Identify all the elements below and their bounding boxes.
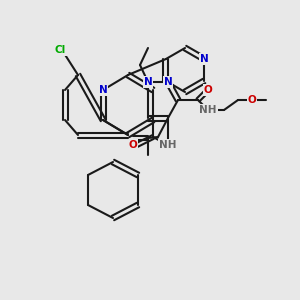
- Text: N: N: [164, 77, 172, 87]
- Text: O: O: [129, 140, 137, 150]
- Text: O: O: [248, 95, 256, 105]
- Text: N: N: [200, 54, 208, 64]
- Text: O: O: [204, 85, 212, 95]
- Text: NH: NH: [199, 105, 217, 115]
- Text: N: N: [99, 85, 107, 95]
- Text: NH: NH: [159, 140, 177, 150]
- Text: Cl: Cl: [54, 45, 66, 55]
- Text: N: N: [144, 77, 152, 87]
